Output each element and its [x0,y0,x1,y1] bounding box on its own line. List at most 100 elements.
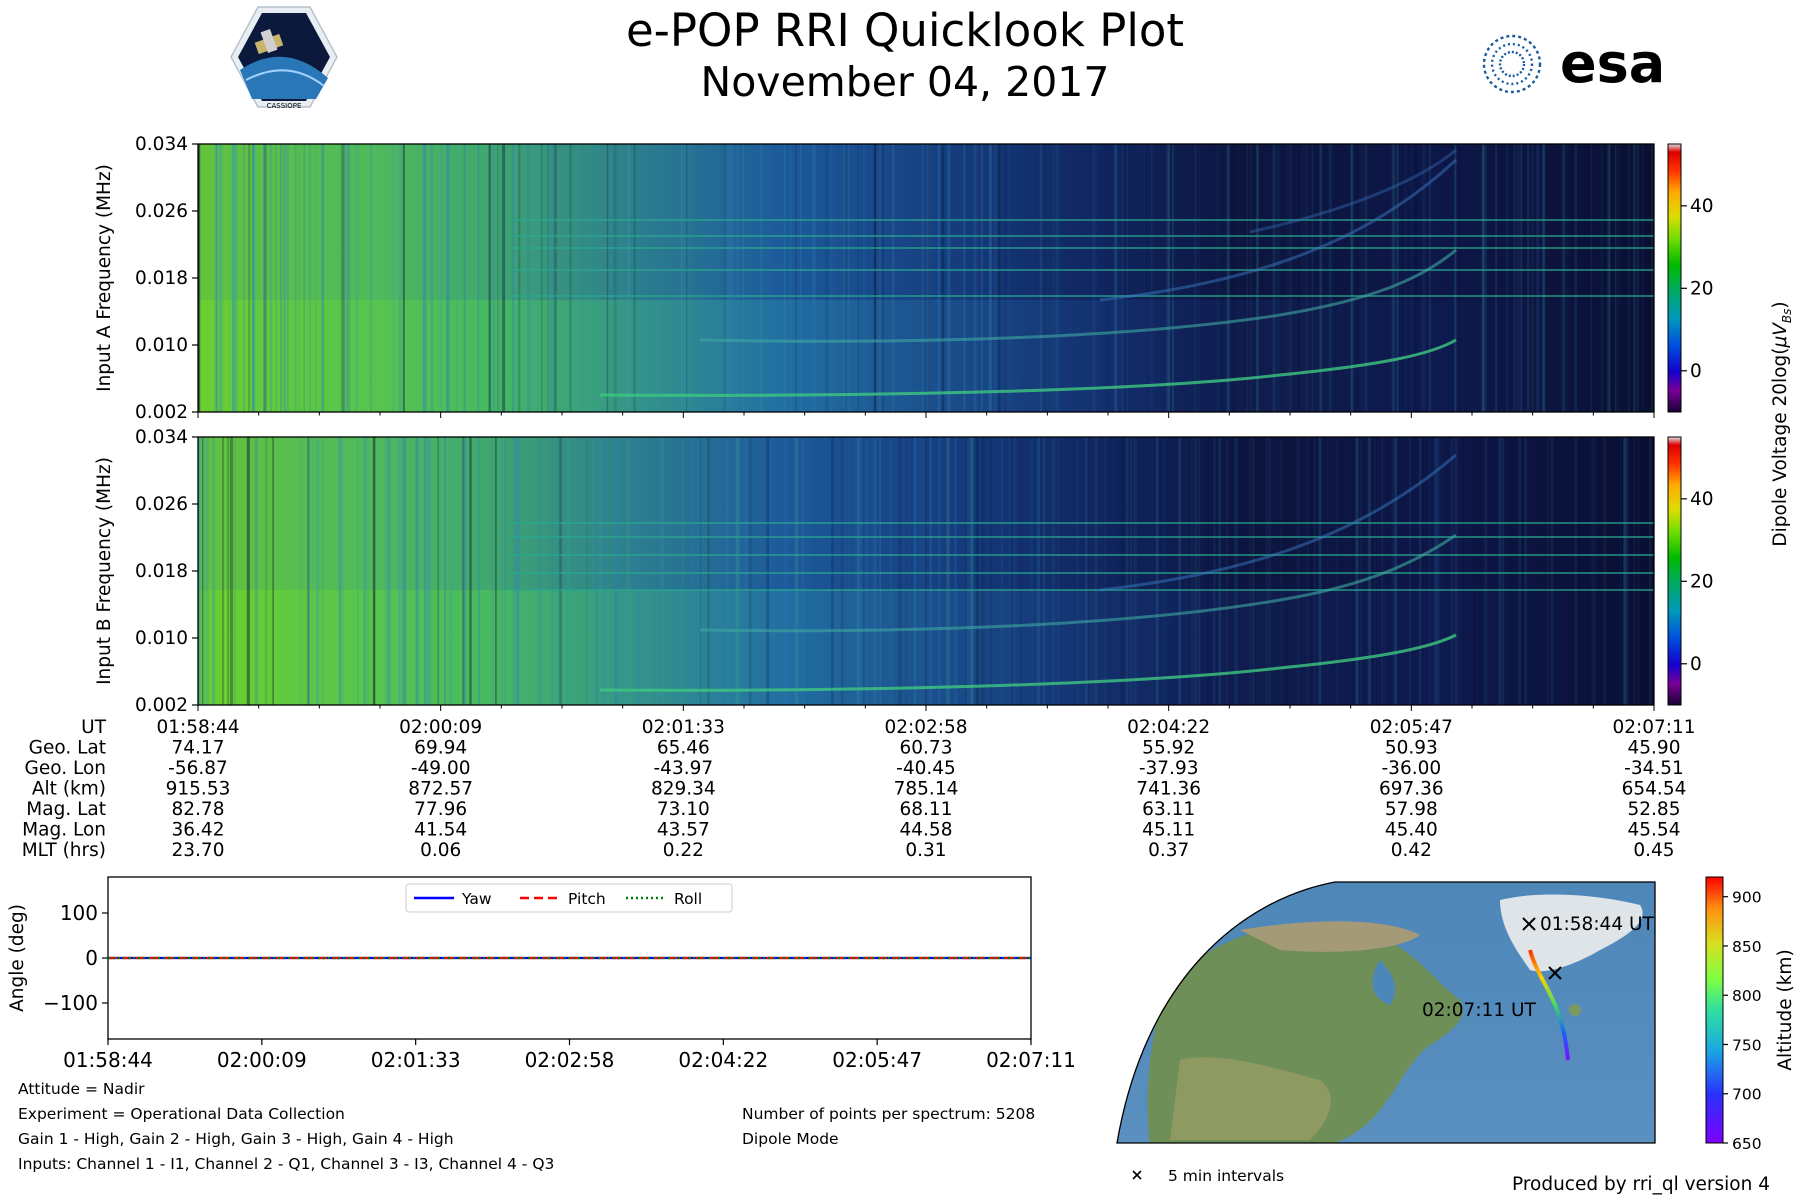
ephemeris-cell: 73.10 [657,799,710,820]
ephemeris-row-label: Geo. Lon [25,758,107,779]
ephemeris-cell: 41.54 [414,820,467,841]
spectrogram-a-ytick-label: 0.018 [135,268,188,289]
page-subtitle-date: November 04, 2017 [701,58,1110,106]
altitude-colorbar-tick-label: 850 [1732,938,1762,956]
ephemeris-cell: 02:02:58 [884,717,967,738]
ephemeris-cell: -40.45 [896,758,956,779]
dipole-colorbar-tick-label: 0 [1690,654,1702,675]
ephemeris-cell: 0.45 [1633,840,1674,861]
ephemeris-cell: 45.90 [1628,738,1681,759]
spectrogram-a-ytick-label: 0.026 [135,201,188,222]
ephemeris-cell: 44.58 [900,820,953,841]
attitude-xtick-label: 02:02:58 [525,1048,615,1072]
ephemeris-cell: 02:07:11 [1612,717,1695,738]
attitude-ylabel: Angle (deg) [7,904,28,1012]
ephemeris-cell: -36.00 [1382,758,1442,779]
footer-attitude: Attitude = Nadir [18,1080,145,1098]
ephemeris-cell: 45.54 [1628,820,1681,841]
attitude-legend: Yaw Pitch Roll [405,883,733,913]
interval-legend-text: 5 min intervals [1168,1167,1284,1185]
track-start-marker [1522,917,1536,931]
spectrogram-xticks [197,412,1655,711]
cassiope-logo: CASSIOPE [230,6,338,110]
spectrogram-a-ytick-label: 0.034 [135,134,188,155]
spectrogram-a-ytick-label: 0.002 [135,402,188,423]
ephemeris-cell: 02:01:33 [642,717,725,738]
ephemeris-cell: -34.51 [1624,758,1684,779]
ephemeris-cell: 74.17 [172,738,225,759]
attitude-plot: −100 0 100 01:58:44 02:00:09 02:01:33 02:02:5… [7,876,1076,1072]
ephemeris-cell: 697.36 [1379,779,1444,800]
header: CASSIOPE e-POP RRI Quicklook Plot Novemb… [230,4,1665,110]
dipole-colorbar-tick-label: 20 [1690,571,1714,592]
ephemeris-cell: -49.00 [411,758,471,779]
altitude-colorbar-tick-label: 700 [1732,1086,1762,1104]
ephemeris-row-label: UT [81,717,107,738]
ephemeris-cell: 60.73 [900,738,953,759]
ephemeris-cell: 43.57 [657,820,710,841]
attitude-xticks: 01:58:44 02:00:09 02:01:33 02:02:58 02:04:22… [63,1039,1076,1072]
ephemeris-cell: 57.98 [1385,799,1438,820]
altitude-colorbar-tick-label: 650 [1732,1135,1762,1153]
attitude-xtick-label: 02:07:11 [986,1048,1076,1072]
orbit-map: 01:58:44 UT 02:07:11 UT 5 min intervals [1116,881,1656,1185]
ephemeris-cell: 69.94 [414,738,467,759]
ephemeris-cell: -43.97 [654,758,714,779]
ephemeris-row-label: MLT (hrs) [22,840,106,861]
spectrogram-a-ylabel: Input A Frequency (MHz) [94,164,115,392]
ephemeris-cell: 02:00:09 [399,717,482,738]
attitude-ytick-label: −100 [43,991,98,1015]
footer-points-per-spectrum: Number of points per spectrum: 5208 [742,1105,1036,1123]
ephemeris-cell: 23.70 [172,840,225,861]
ephemeris-cell: 872.57 [408,779,473,800]
ephemeris-cell: 741.36 [1136,779,1201,800]
ephemeris-cell: 785.14 [894,779,959,800]
attitude-ytick-label: 100 [60,901,98,925]
footer-inputs: Inputs: Channel 1 - I1, Channel 2 - Q1, … [18,1155,555,1173]
ephemeris-cell: 915.53 [166,779,231,800]
spectrogram-a-ytick-label: 0.010 [135,335,188,356]
spectrogram-b-ytick-label: 0.010 [135,628,188,649]
spectrogram-a-image [198,144,1654,412]
dipole-colorbar-tick-label: 40 [1690,489,1714,510]
ephemeris-row-label: Geo. Lat [29,738,106,759]
track-end-label: 02:07:11 UT [1422,1000,1537,1021]
ephemeris-row-label: Mag. Lon [22,820,106,841]
spectrogram-b-yticks: 0.002 0.010 0.018 0.026 0.034 [135,427,198,716]
page-title: e-POP RRI Quicklook Plot [626,4,1184,57]
spectrogram-a-yticks: 0.002 0.010 0.018 0.026 0.034 [135,134,198,423]
dipole-colorbar-tick-label: 0 [1690,361,1702,382]
ephemeris-cell: 0.06 [420,840,461,861]
ephemeris-cell: 0.31 [905,840,946,861]
ephemeris-cell: 65.46 [657,738,710,759]
orbit-track-line [1528,949,1570,1061]
ephemeris-cell: 02:04:22 [1127,717,1210,738]
legend-label-yaw: Yaw [461,890,492,908]
legend-label-roll: Roll [674,890,702,908]
ephemeris-cell: 50.93 [1385,738,1438,759]
ephemeris-cell: 654.54 [1622,779,1687,800]
spectrogram-b-image [198,437,1654,705]
ephemeris-cell: 01:58:44 [156,717,239,738]
attitude-xtick-label: 02:05:47 [832,1048,922,1072]
interval-legend: 5 min intervals [1132,1167,1284,1185]
footer-dipole-mode: Dipole Mode [742,1130,839,1148]
dipole-colorbar-b: 0 20 40 [1667,436,1714,706]
produced-by-text: Produced by rri_ql version 4 [1512,1174,1770,1195]
ephemeris-cell: 45.40 [1385,820,1438,841]
esa-logo: esa [1482,32,1665,95]
spectrogram-b-ytick-label: 0.034 [135,427,188,448]
spectrogram-a-panel: Input A Frequency (MHz) 0.0020.0100.0180… [94,134,1655,423]
ephemeris-row-label: Mag. Lat [26,799,106,820]
ephemeris-cell: 36.42 [172,820,225,841]
ephemeris-cell: 829.34 [651,779,716,800]
footer-gains: Gain 1 - High, Gain 2 - High, Gain 3 - H… [18,1130,454,1148]
spectrogram-b-ytick-label: 0.002 [135,695,188,716]
altitude-colorbar: 650 700 750 800 850 900 Altitude (km) [1705,876,1796,1153]
altitude-colorbar-label: Altitude (km) [1775,949,1796,1070]
ephemeris-cell: 63.11 [1142,799,1195,820]
track-start-label: 01:58:44 UT [1540,914,1655,935]
altitude-colorbar-tick-label: 750 [1732,1036,1762,1054]
ephemeris-cell: 0.22 [663,840,704,861]
